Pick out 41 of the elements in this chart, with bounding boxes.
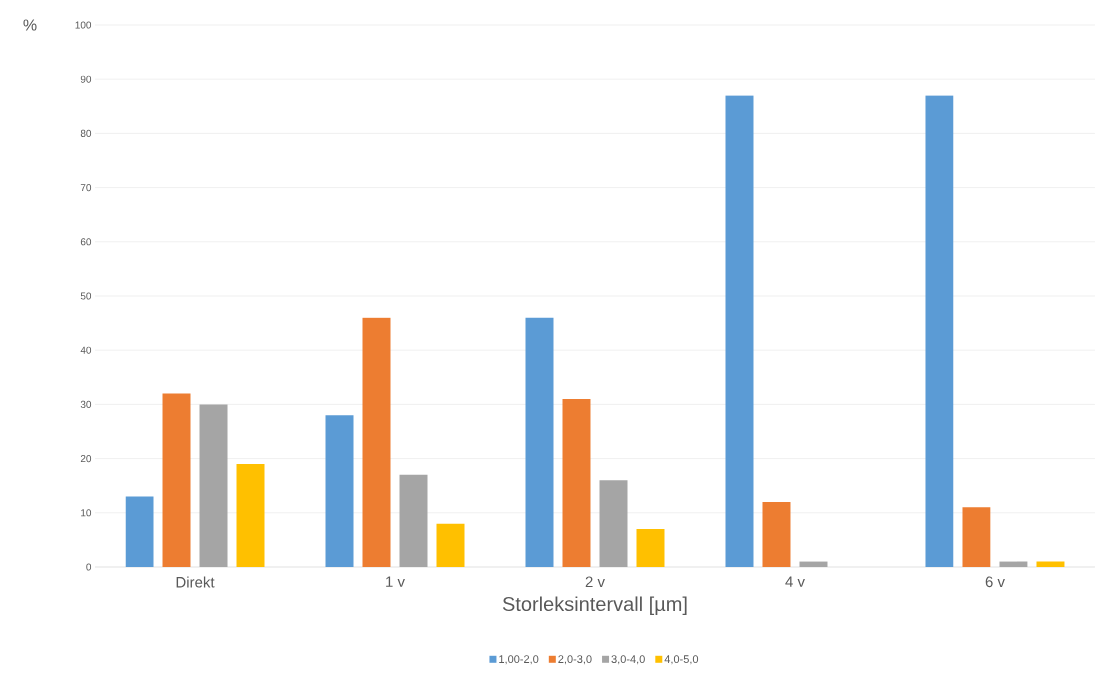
bar: [125, 496, 154, 567]
bar: [599, 480, 628, 567]
x-axis-title: Storleksintervall [µm]: [502, 596, 687, 616]
x-tick-label: 2 v: [585, 576, 605, 587]
y-tick-label: 50: [80, 292, 92, 300]
x-tick-label: 6 v: [985, 576, 1005, 588]
bar: [162, 393, 191, 567]
bar: [636, 529, 665, 567]
legend-label: 2,0-3,0: [558, 655, 592, 665]
bar: [436, 523, 465, 567]
y-tick-label: 80: [80, 129, 92, 137]
bar: [399, 474, 428, 567]
y-tick-label: 70: [80, 184, 92, 192]
x-tick-label: Direkt: [176, 576, 215, 588]
y-tick-label: 100: [75, 21, 92, 29]
y-tick-label: 40: [80, 346, 92, 354]
bar: [362, 317, 391, 567]
y-tick-label: 90: [80, 75, 92, 83]
y-tick-label: 30: [80, 400, 92, 408]
bar: [325, 415, 354, 567]
x-tick-label: 4 v: [785, 576, 805, 587]
bar: [199, 404, 228, 567]
bar: [562, 398, 591, 567]
y-tick-label: 60: [80, 238, 92, 246]
bar: [762, 501, 791, 567]
bar: [725, 95, 754, 567]
bar: [799, 561, 828, 567]
bar: [236, 464, 265, 567]
legend-label: 1,00-2,0: [499, 655, 539, 665]
y-axis-title: %: [23, 19, 37, 31]
legend-label: 3,0-4,0: [611, 655, 645, 665]
bar: [999, 561, 1028, 567]
bar: [925, 95, 954, 567]
bar: [962, 507, 991, 567]
legend-label: 4,0-5,0: [664, 655, 699, 665]
bar: [1036, 561, 1065, 567]
y-tick-label: 0: [86, 563, 92, 571]
y-tick-label: 10: [81, 509, 92, 517]
x-tick-label: 1 v: [386, 576, 405, 587]
bar: [525, 317, 554, 567]
y-tick-label: 20: [80, 455, 92, 463]
